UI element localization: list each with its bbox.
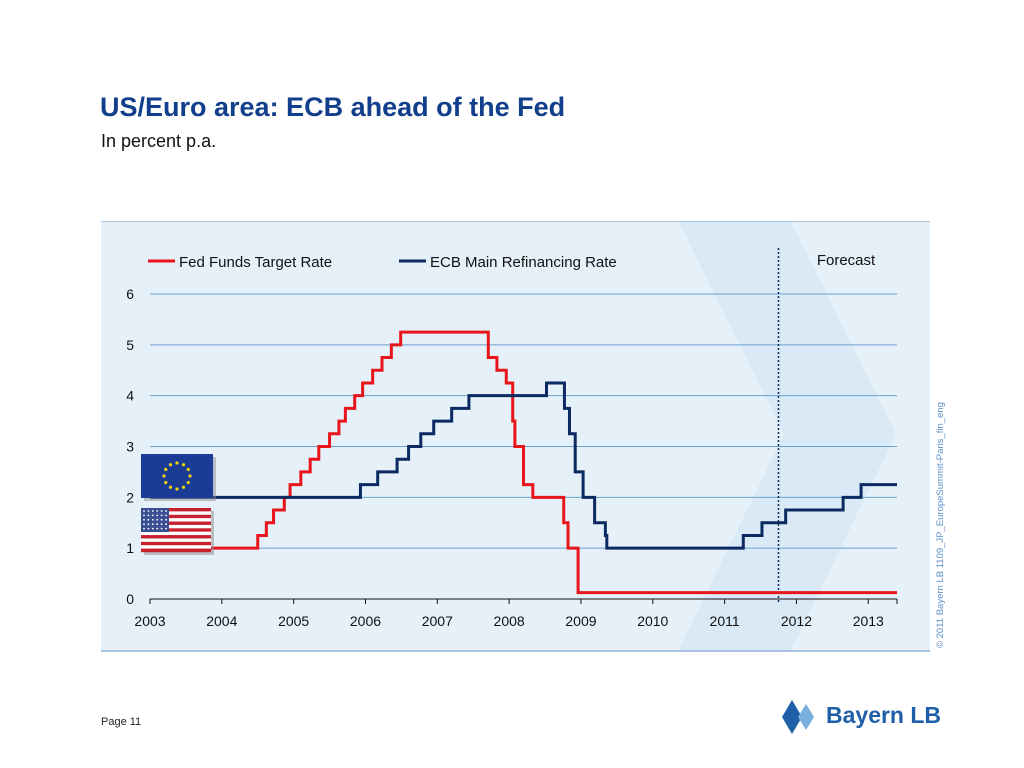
us-stripe <box>141 531 211 536</box>
y-tick-label: 2 <box>126 489 134 505</box>
us-stripe <box>141 514 211 519</box>
us-star <box>160 514 163 517</box>
us-star <box>151 527 154 530</box>
us-star <box>147 518 150 521</box>
us-stripe <box>141 535 211 539</box>
us-stripe <box>141 541 211 546</box>
us-star <box>156 510 159 512</box>
us-star <box>147 514 150 517</box>
us-star <box>147 523 150 526</box>
eu-star <box>164 480 168 485</box>
us-star <box>156 514 159 517</box>
legend-label: Fed Funds Target Rate <box>179 254 332 271</box>
eu-flag-icon <box>141 454 216 501</box>
eu-star <box>162 474 166 478</box>
us-star <box>147 510 150 512</box>
x-tick-label: 2008 <box>494 613 525 629</box>
us-star <box>156 518 159 521</box>
us-stripe <box>141 545 211 549</box>
eu-star <box>168 463 173 467</box>
eu-star <box>164 467 168 472</box>
y-tick-label: 4 <box>126 388 134 404</box>
us-star <box>160 523 163 526</box>
forecast-label: Forecast <box>817 252 876 269</box>
eu-star <box>181 485 186 489</box>
us-stripe <box>141 521 211 526</box>
us-star <box>143 523 145 526</box>
y-tick-label: 0 <box>126 591 134 607</box>
us-star <box>151 510 154 512</box>
us-star <box>165 510 167 512</box>
eu-star <box>168 485 173 489</box>
us-star <box>143 527 145 530</box>
x-tick-label: 2005 <box>278 613 309 629</box>
us-stripe <box>141 511 211 515</box>
us-star <box>151 514 154 517</box>
slide-title: US/Euro area: ECB ahead of the Fed <box>100 92 566 122</box>
us-star <box>160 518 163 521</box>
page-number: Page 11 <box>101 716 142 728</box>
us-stripe <box>141 508 211 512</box>
rate-chart: Forecast 0 1 2 3 4 5 6 2003 2004 2005 2006 2007 2008… <box>126 222 898 650</box>
us-star <box>156 523 159 526</box>
x-tick-label: 2013 <box>853 613 884 629</box>
us-star <box>160 527 163 530</box>
us-stripe <box>141 548 211 553</box>
logo-text: Bayern LB <box>826 702 942 728</box>
x-tick-label: 2010 <box>637 613 668 629</box>
x-tick-label: 2009 <box>565 613 596 629</box>
y-tick-label: 1 <box>126 540 134 556</box>
legend-label: ECB Main Refinancing Rate <box>430 254 617 271</box>
us-star <box>165 523 167 526</box>
us-star <box>143 518 145 521</box>
eu-star <box>175 461 179 465</box>
us-stripe <box>141 524 211 529</box>
x-tick-label: 2011 <box>710 613 740 629</box>
eu-star <box>186 467 190 472</box>
us-star <box>165 518 167 521</box>
chart-panel: Forecast 0 1 2 3 4 5 6 2003 2004 2005 2006 2007 2008… <box>101 221 930 652</box>
y-tick-label: 6 <box>126 286 134 302</box>
bayern-lb-diamond-icon <box>782 700 814 734</box>
us-star <box>147 527 150 530</box>
eu-star <box>186 480 190 485</box>
us-stripe <box>141 528 211 532</box>
us-star <box>151 523 154 526</box>
background-chevron-shape <box>679 222 896 650</box>
x-tick-label: 2004 <box>206 613 237 629</box>
us-star <box>165 514 167 517</box>
us-stripe <box>141 538 211 543</box>
x-tick-label: 2007 <box>422 613 453 629</box>
y-tick-label: 5 <box>126 337 134 353</box>
us-star <box>143 510 145 512</box>
bayern-lb-logo: Bayern LB <box>780 698 941 736</box>
us-star <box>151 518 154 521</box>
eu-star <box>188 474 192 478</box>
x-tick-label: 2003 <box>134 613 165 629</box>
slide-subtitle: In percent p.a. <box>101 131 217 151</box>
eu-star <box>175 487 179 491</box>
us-star <box>156 527 159 530</box>
y-tick-label: 3 <box>126 439 134 455</box>
us-stripe <box>141 518 211 522</box>
copyright-note: © 2011 Bayern LB 1109_JP_EuropeSummit-Pa… <box>935 402 946 648</box>
us-star <box>160 510 163 512</box>
eu-star <box>181 463 186 467</box>
x-tick-label: 2006 <box>350 613 381 629</box>
us-star <box>143 514 145 517</box>
fed-rate-line <box>150 330 897 595</box>
x-tick-label: 2012 <box>781 613 812 629</box>
us-flag-icon <box>141 508 214 555</box>
us-star <box>165 527 167 530</box>
ecb-rate-line <box>150 381 897 550</box>
